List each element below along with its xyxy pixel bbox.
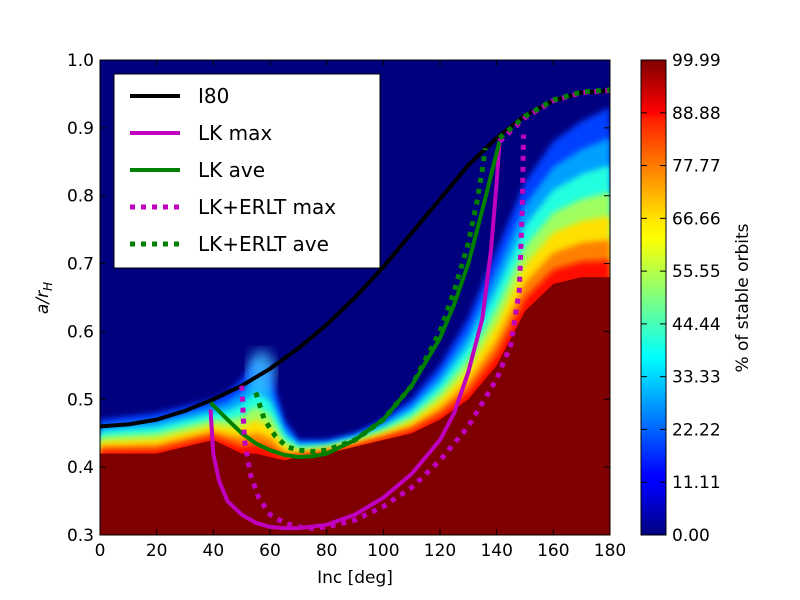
legend-label: LK+ERLT ave: [198, 232, 329, 256]
x-axis-label: Inc [deg]: [317, 568, 393, 588]
legend-entry: I80: [130, 84, 229, 108]
x-tick-label: 160: [537, 541, 569, 561]
series-line-lk-ave-upper-branch: [497, 87, 610, 140]
legend-label: LK ave: [198, 158, 265, 182]
x-tick-label: 100: [367, 541, 399, 561]
legend-entry: LK+ERLT ave: [130, 232, 329, 256]
x-tick-label: 80: [316, 541, 338, 561]
x-tick-label: 180: [594, 541, 626, 561]
colorbar-tick-label: 22.22: [672, 420, 721, 440]
x-tick-label: 140: [480, 541, 512, 561]
y-tick-label: 0.5: [67, 390, 94, 410]
legend-entry: LK max: [130, 121, 272, 145]
y-tick-label: 0.3: [67, 526, 94, 546]
series-line-lk-max: [208, 141, 502, 531]
colorbar-tick-label: 55.55: [672, 262, 721, 282]
legend: I80 LK max LK ave LK+ERLT max LK+ERLT ave: [113, 73, 381, 269]
series-line-lk-erlt-ave: [253, 147, 488, 454]
colorbar: 0.00 11.11 22.22 33.33 44.44 55.55 66.66 77.77 8…: [640, 51, 753, 546]
y-axis-label: a/rH: [33, 282, 55, 314]
legend-label: I80: [198, 84, 229, 108]
colorbar-tick-label: 99.99: [672, 51, 721, 71]
colorbar-tick-label: 88.88: [672, 104, 721, 124]
plot-frame: [99, 59, 611, 536]
x-tick-label: 0: [95, 541, 106, 561]
x-tick-label: 60: [259, 541, 281, 561]
y-tick-label: 0.6: [67, 322, 94, 342]
y-tick-label: 0.7: [67, 255, 94, 275]
legend-label: LK max: [198, 121, 272, 145]
legend-entry: LK ave: [130, 158, 265, 182]
y-axis-label-sub: H: [41, 282, 55, 291]
x-tick-label: 120: [424, 541, 456, 561]
x-tick-label: 20: [146, 541, 168, 561]
series-line-lk-erlt-max: [239, 134, 527, 531]
curves: [100, 87, 610, 531]
colorbar-gradient: [640, 59, 667, 536]
y-axis-label-main: a/r: [33, 290, 53, 314]
legend-label: LK+ERLT max: [198, 195, 336, 219]
x-tick-label: 40: [203, 541, 225, 561]
y-tick-label: 1.0: [67, 51, 94, 71]
y-tick-label: 0.9: [67, 119, 94, 139]
colorbar-tick-label: 44.44: [672, 315, 721, 335]
x-axis: 0 20 40 60 80 100 120 140 160 180: [95, 60, 626, 561]
colorbar-tick-label: 66.66: [672, 209, 721, 229]
colorbar-label: % of stable orbits: [733, 223, 753, 372]
colorbar-tick-label: 77.77: [672, 157, 721, 177]
colorbar-tick-label: 33.33: [672, 368, 721, 388]
series-line-lk-erlt-upper-branch: [497, 88, 610, 144]
series-line-lk-ave: [209, 140, 502, 459]
colorbar-tick-label: 0.00: [672, 526, 710, 546]
y-tick-label: 0.4: [67, 458, 94, 478]
legend-entry: LK+ERLT max: [130, 195, 336, 219]
y-tick-label: 0.8: [67, 187, 94, 207]
heat-band-stable-floor: [100, 280, 610, 535]
y-axis: 0.3 0.4 0.5 0.6 0.7 0.8 0.9 1.0: [67, 51, 610, 546]
colorbar-tick-label: 11.11: [672, 473, 721, 493]
